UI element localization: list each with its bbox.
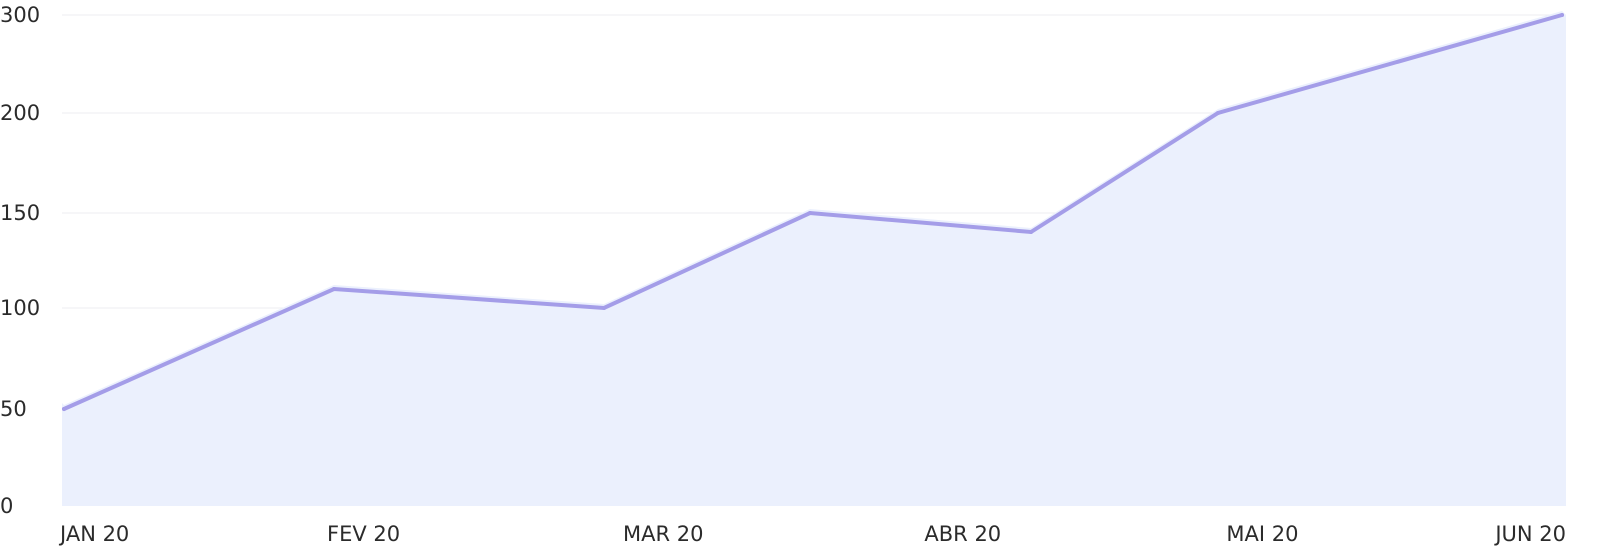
x-tick-label: MAI 20 (1226, 522, 1298, 546)
x-tick-label: JUN 20 (1493, 522, 1566, 546)
x-tick-label: JAN 20 (58, 522, 129, 546)
data-point (1560, 13, 1564, 17)
data-point (602, 306, 606, 310)
x-tick-label: MAR 20 (623, 522, 703, 546)
y-tick-label: 150 (0, 201, 40, 225)
x-axis: JAN 20 FEV 20 MAR 20 ABR 20 MAI 20 JUN 20 (58, 522, 1566, 546)
data-point (62, 407, 66, 411)
y-tick-label: 0 (0, 494, 13, 518)
data-point (1029, 230, 1033, 234)
data-point (808, 211, 812, 215)
x-tick-label: FEV 20 (327, 522, 400, 546)
y-tick-label: 200 (0, 101, 40, 125)
x-tick-label: ABR 20 (924, 522, 1001, 546)
data-point (332, 287, 336, 291)
y-axis: 0 50 100 150 200 300 (0, 3, 40, 518)
series-area (62, 11, 1566, 506)
data-point (1216, 111, 1220, 115)
y-tick-label: 50 (0, 397, 27, 421)
series-area-fill (62, 11, 1566, 506)
y-tick-label: 100 (0, 296, 40, 320)
y-tick-label: 300 (0, 3, 40, 27)
series-line-layer (62, 13, 1564, 411)
